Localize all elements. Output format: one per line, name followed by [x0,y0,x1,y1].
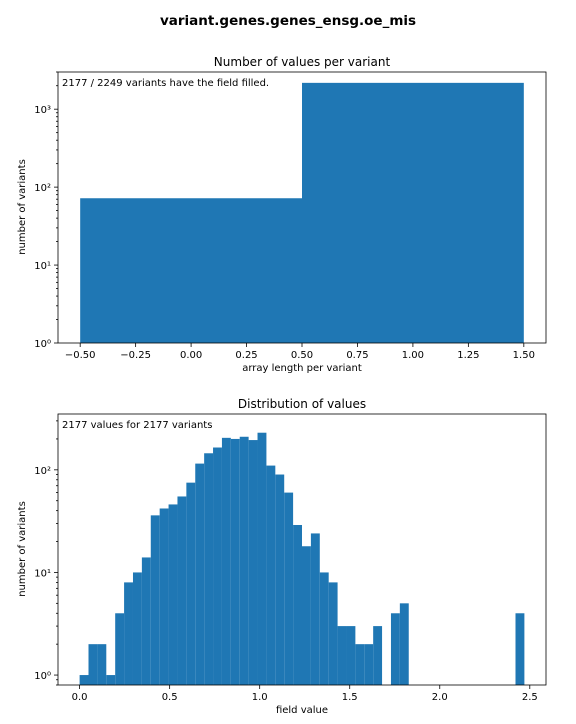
histogram-bar [195,463,205,685]
histogram-bar [390,613,400,685]
histogram-bar [328,582,338,685]
y-tick-label: 10² [34,183,51,194]
histogram-bar [275,474,285,685]
x-tick-label: 1.50 [513,350,535,361]
histogram-bar [159,508,169,685]
histogram-bar [132,572,142,685]
histogram-bar [373,626,383,685]
y-axis-label: number of variants [17,159,28,255]
histogram-bar [284,492,294,685]
histogram-bar [115,613,125,685]
histogram-bar [399,603,409,685]
histogram-bar [355,644,365,685]
histogram-bar [337,626,347,685]
bars [80,82,524,343]
x-tick-label: 0.50 [291,350,313,361]
histogram-bar [97,644,107,685]
histogram-bar [302,82,524,343]
histogram-bar [230,438,240,685]
x-tick-label: 1.5 [342,692,358,703]
histogram-bar [257,432,267,685]
chart-title: Distribution of values [238,397,366,411]
y-tick-label: 10¹ [34,261,51,272]
histogram-bar [221,437,231,685]
histogram-bar [79,675,89,685]
y-tick-label: 10⁰ [34,339,51,350]
histogram-bar [124,582,133,685]
y-axis-ticks: 10⁰ 10¹ 10² [34,420,58,686]
histogram-bar [239,436,249,685]
histogram-bar [266,465,276,685]
histogram-bar [213,447,222,685]
chart-title: Number of values per variant [214,55,391,69]
x-tick-label: −0.25 [120,350,151,361]
x-axis-label: field value [276,705,328,716]
x-tick-label: 1.0 [252,692,268,703]
histogram-bar [186,482,196,685]
plot-frame [57,413,547,686]
histogram-bar [204,453,214,685]
x-axis-ticks: −0.50 −0.25 0.00 0.25 0.50 0.75 1.00 1.25 1.50 [65,343,535,361]
chart-annotation: 2177 / 2249 variants have the field fill… [62,78,269,89]
bars [79,432,525,685]
x-tick-label: 0.25 [235,350,257,361]
x-tick-label: 2.5 [522,692,538,703]
histogram-bar [177,496,187,685]
x-axis-label: array length per variant [242,363,362,374]
y-tick-label: 10¹ [34,568,51,579]
plot-frame [57,71,547,344]
chart-value-distribution: Distribution of values 0.0 0.5 1.0 1.5 2.0 2.… [17,397,547,716]
y-axis-ticks: 10⁰ 10¹ 10² 10³ [34,71,58,350]
histogram-bar [88,644,98,685]
histogram-bar [168,504,178,685]
chart-annotation: 2177 values for 2177 variants [62,420,212,431]
x-tick-label: 0.0 [72,692,88,703]
x-axis-ticks: 0.0 0.5 1.0 1.5 2.0 2.5 [72,685,538,703]
x-tick-label: 0.00 [180,350,202,361]
histogram-bar [106,675,116,685]
y-tick-label: 10⁰ [34,671,51,682]
y-tick-label: 10³ [34,105,51,116]
x-tick-label: 2.0 [432,692,448,703]
y-axis-label: number of variants [17,501,28,597]
histogram-bar [319,572,329,685]
histogram-bar [364,644,374,685]
y-tick-label: 10² [34,466,51,477]
histogram-bar [150,515,160,685]
histogram-bar [346,626,356,685]
x-tick-label: 0.5 [162,692,178,703]
histogram-bar [302,546,311,685]
histogram-bar [248,440,258,685]
x-tick-label: 1.25 [457,350,479,361]
histogram-bar [293,524,302,685]
figure-title: variant.genes.genes_ensg.oe_mis [160,13,416,29]
x-tick-label: −0.50 [65,350,96,361]
histogram-bar [141,557,151,685]
chart-array-length: Number of values per variant −0.50 −0.25 0… [17,55,547,374]
histogram-bar [515,613,525,685]
histogram-bar [80,198,302,343]
x-tick-label: 1.00 [402,350,424,361]
x-tick-label: 0.75 [346,350,368,361]
histogram-bar [310,533,320,685]
